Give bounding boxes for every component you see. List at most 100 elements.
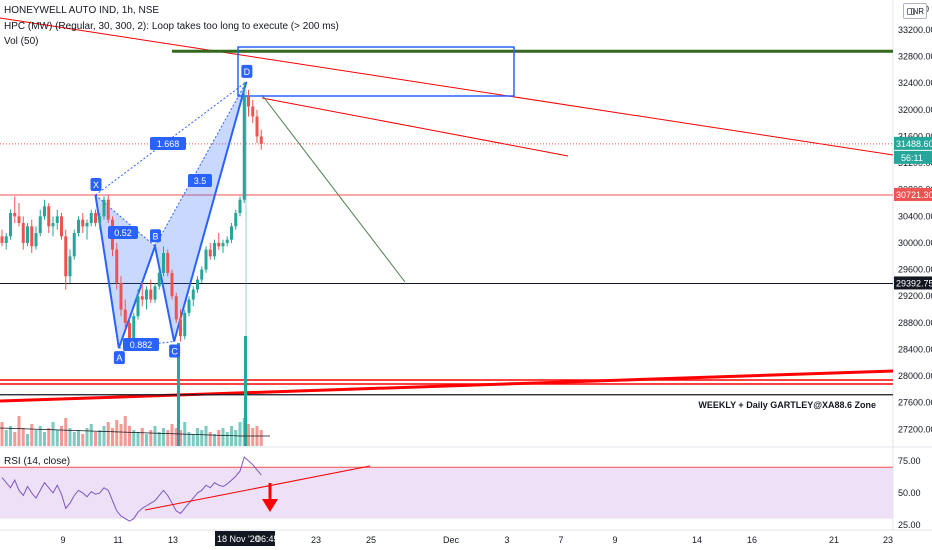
candle-body — [51, 223, 55, 227]
rsi-tick-label: 75.00 — [898, 456, 921, 466]
price-tick-label: 28400.00 — [898, 344, 932, 354]
volume-bar — [111, 428, 114, 446]
volume-bar — [94, 432, 97, 446]
volume-bar — [200, 430, 204, 446]
price-tag-label-last: 31488.60 — [896, 139, 932, 149]
candle — [238, 196, 242, 217]
time-tick-label: 25 — [366, 535, 376, 545]
candle — [132, 312, 136, 343]
candle — [43, 199, 46, 220]
time-tick-label: 16 — [747, 535, 757, 545]
short-red-trendline — [261, 97, 569, 157]
volume-bar — [170, 424, 174, 446]
volume-bar — [251, 428, 255, 446]
volume-bar — [247, 424, 250, 446]
candle — [51, 216, 55, 237]
candle-body — [17, 216, 21, 223]
volume-bar — [34, 430, 38, 446]
volume-bar — [225, 432, 229, 446]
candle — [191, 286, 195, 307]
zone-annotation: WEEKLY + Daily GARTLEY@XA88.6 Zone — [698, 400, 876, 410]
candle-body — [21, 223, 25, 243]
candle — [145, 286, 148, 310]
candle — [13, 196, 17, 223]
candle-body — [13, 213, 17, 217]
candle-body — [43, 206, 46, 217]
price-tag-label-support: 29392.75 — [896, 278, 932, 288]
volume-bar — [208, 432, 212, 446]
candle-body — [153, 286, 157, 300]
candle-body — [38, 216, 42, 233]
time-tick-label: 23 — [311, 535, 321, 545]
candle — [157, 269, 161, 290]
rsi-tick-label: 50.00 — [898, 488, 921, 498]
candle-body — [64, 236, 68, 277]
volume-bar — [81, 434, 85, 446]
price-tick-label: 30000.00 — [898, 238, 932, 248]
candle — [64, 229, 68, 290]
rsi-trendline — [144, 465, 371, 511]
candle-body — [123, 309, 127, 323]
candle — [98, 213, 102, 230]
candle — [259, 129, 263, 150]
bcd-triangle — [155, 81, 247, 342]
volume-bar — [115, 420, 119, 446]
time-tick-label: 23 — [883, 535, 893, 545]
volume-bar — [128, 426, 131, 446]
candle — [230, 223, 233, 243]
candle-body — [81, 219, 85, 227]
volume-bar — [140, 428, 144, 446]
candle-body — [115, 249, 119, 283]
candle-body — [128, 322, 131, 340]
candle — [242, 81, 246, 204]
price-tag-support — [894, 276, 932, 290]
candle — [162, 246, 165, 277]
candle — [170, 269, 174, 300]
volume-bar — [145, 434, 148, 446]
candle-body — [217, 242, 221, 247]
candle — [183, 309, 187, 340]
candle — [200, 266, 204, 283]
volume-bar — [21, 428, 25, 446]
candle-body — [247, 96, 250, 107]
candle — [255, 109, 259, 144]
pattern-point-d — [241, 64, 253, 78]
volume-bar — [166, 430, 170, 446]
rsi-band — [0, 467, 893, 519]
candle — [136, 289, 140, 320]
volume-bar — [191, 434, 195, 446]
candle — [0, 229, 4, 247]
volume-bar — [47, 428, 51, 446]
down-arrow-icon — [262, 499, 278, 512]
currency-button[interactable]: INR — [903, 3, 927, 19]
ratio-label: 1.668 — [157, 139, 180, 149]
pattern-point-c — [169, 344, 181, 358]
volume-bar — [55, 430, 59, 446]
candle-body — [162, 252, 165, 273]
time-tick-label: 11 — [113, 535, 122, 545]
candle-body — [149, 289, 153, 300]
candle-body — [238, 199, 242, 214]
volume-spike — [244, 336, 247, 446]
candle — [234, 209, 238, 230]
lock-icon[interactable] — [907, 8, 915, 15]
candle — [196, 276, 199, 293]
cursor-date-label: 18 Nov '20 — [217, 534, 260, 544]
candle — [106, 195, 110, 223]
long-red-trendline — [0, 17, 894, 156]
volume-bar — [0, 422, 4, 446]
volume-ma-line — [0, 427, 270, 437]
candle-body — [55, 216, 59, 223]
pattern-point-label-d: D — [244, 67, 251, 77]
candle — [153, 282, 157, 303]
candle — [123, 299, 127, 330]
ratio-box — [123, 338, 159, 351]
candle-body — [187, 299, 191, 313]
candle — [115, 242, 119, 290]
bd-dotted — [154, 81, 247, 247]
rsi-legend: RSI (14, close) — [4, 456, 71, 467]
rising-red-trendline — [0, 369, 894, 403]
volume-bar — [9, 426, 12, 446]
